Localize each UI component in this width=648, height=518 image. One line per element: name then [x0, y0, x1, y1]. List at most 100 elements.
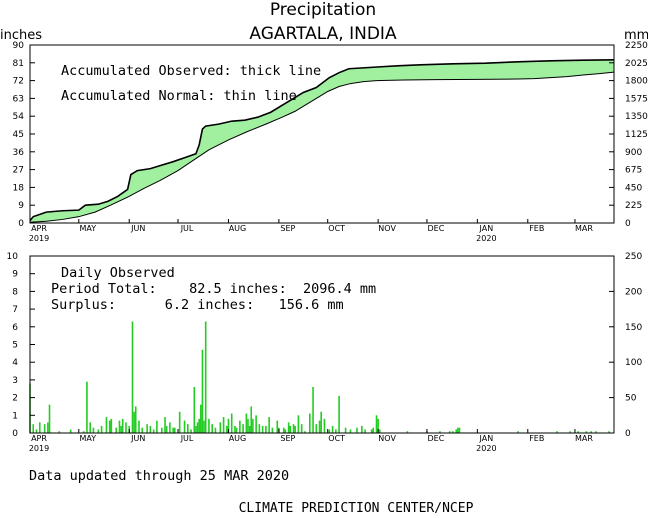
daily-right-axis: 0 50 100 150 200 250	[609, 252, 642, 439]
daily-bar	[183, 420, 186, 433]
daily-bar	[89, 422, 91, 433]
accumulated-normal-line	[29, 71, 615, 223]
period-total-label: Period Total: 82.5 inches: 2096.4 mm	[51, 281, 376, 297]
daily-bar	[118, 420, 121, 433]
daily-left-tick-label: 6	[12, 323, 18, 333]
chart-title: Precipitation	[270, 0, 376, 20]
accumulated-right-tick-label: 1125	[625, 130, 648, 140]
daily-month-label: APR	[31, 434, 47, 443]
daily-bar	[595, 431, 597, 433]
daily-left-tick-label: 4	[12, 358, 18, 368]
daily-year-label: 2019	[29, 444, 49, 453]
accumulated-left-tick-label: 63	[13, 94, 24, 104]
daily-bar	[312, 386, 314, 433]
daily-bar	[222, 417, 225, 433]
daily-bar	[208, 418, 210, 433]
daily-bar	[331, 425, 334, 433]
daily-bar	[517, 431, 519, 433]
daily-bar	[69, 429, 72, 433]
daily-panel: 0 1 2 3 4 5 6 7 8 9 10 0 50 100 150 200 250 APR MAY JUN JU…	[7, 252, 643, 453]
daily-bar	[239, 420, 241, 433]
chart-subtitle: AGARTALA, INDIA	[249, 24, 397, 44]
daily-bar	[48, 404, 51, 433]
daily-bar	[320, 411, 322, 433]
accumulated-month-label: APR	[31, 224, 47, 233]
daily-bar	[271, 427, 274, 433]
accumulated-plot	[29, 59, 615, 223]
daily-bar	[457, 427, 459, 433]
daily-bar	[309, 413, 311, 433]
accumulated-left-tick-label: 90	[13, 41, 25, 51]
accumulated-left-tick-label: 0	[18, 219, 24, 229]
daily-bar	[328, 429, 331, 433]
accumulated-month-label: OCT	[328, 224, 345, 233]
daily-month-label: DEC	[428, 434, 445, 443]
daily-bar	[455, 429, 458, 433]
daily-bar	[160, 427, 163, 433]
daily-bar	[193, 386, 196, 433]
daily-bar	[110, 418, 113, 433]
daily-bar	[370, 429, 373, 433]
daily-x-axis: APR MAY JUN JUL AUG SEP OCT NOV DEC JAN FEB MAR 2019…	[29, 429, 593, 453]
daily-bar	[201, 349, 204, 433]
daily-bar	[318, 420, 321, 433]
daily-left-tick-label: 1	[12, 411, 18, 421]
accumulated-left-tick-label: 54	[13, 112, 25, 122]
daily-right-tick-label: 50	[625, 394, 637, 404]
daily-year-label: 2020	[476, 444, 496, 453]
daily-bar	[261, 425, 264, 433]
accumulated-right-tick-label: 1575	[625, 94, 648, 104]
daily-bar	[344, 427, 347, 433]
daily-bar	[169, 422, 171, 433]
daily-bar	[235, 427, 238, 433]
accumulated-right-tick-label: 450	[625, 183, 642, 193]
daily-bar	[234, 425, 236, 433]
daily-bar	[165, 425, 168, 433]
daily-bar	[133, 411, 135, 433]
accumulated-right-tick-label: 1350	[625, 112, 648, 122]
accumulated-right-tick-label: 900	[625, 148, 642, 158]
accumulated-right-tick-label: 0	[625, 219, 631, 229]
accumulated-left-tick-label: 27	[13, 166, 24, 176]
daily-bar	[172, 427, 174, 433]
daily-bar	[58, 431, 61, 433]
daily-bar	[255, 415, 257, 433]
daily-bar	[120, 425, 122, 433]
daily-bar	[100, 425, 103, 433]
daily-right-tick-label: 0	[625, 429, 631, 439]
daily-bars	[29, 321, 610, 433]
daily-bar	[164, 417, 166, 433]
daily-bar	[131, 321, 134, 433]
daily-bar	[125, 422, 127, 433]
daily-bar	[138, 420, 140, 433]
daily-bar	[252, 418, 254, 433]
daily-bar	[439, 431, 441, 433]
surplus-label: Surplus: 6.2 inches: 156.6 mm	[51, 297, 344, 313]
daily-bar	[375, 415, 378, 433]
daily-bar	[250, 406, 253, 433]
daily-bar	[227, 418, 230, 433]
daily-bar	[569, 431, 571, 433]
daily-bar	[214, 427, 217, 433]
accumulated-left-tick-label: 81	[13, 59, 24, 69]
accumulated-month-label: MAR	[575, 224, 593, 233]
legend-normal: Accumulated Normal: thin line	[61, 88, 297, 104]
daily-bar	[608, 431, 610, 433]
daily-right-tick-label: 150	[625, 323, 642, 333]
daily-right-tick-label: 100	[625, 358, 642, 368]
daily-bar	[300, 424, 303, 433]
daily-bar	[156, 420, 158, 433]
daily-bar	[108, 420, 111, 433]
daily-month-label: MAY	[79, 434, 96, 443]
daily-bar	[349, 429, 352, 433]
accumulated-right-tick-label: 675	[625, 166, 642, 176]
daily-bar	[146, 424, 148, 433]
daily-bar	[356, 427, 358, 433]
daily-bar	[378, 429, 381, 433]
daily-bar	[323, 418, 326, 433]
daily-bar	[198, 418, 200, 433]
daily-left-tick-label: 8	[12, 287, 18, 297]
accumulated-observed-line	[29, 59, 615, 222]
daily-bar	[289, 425, 292, 433]
